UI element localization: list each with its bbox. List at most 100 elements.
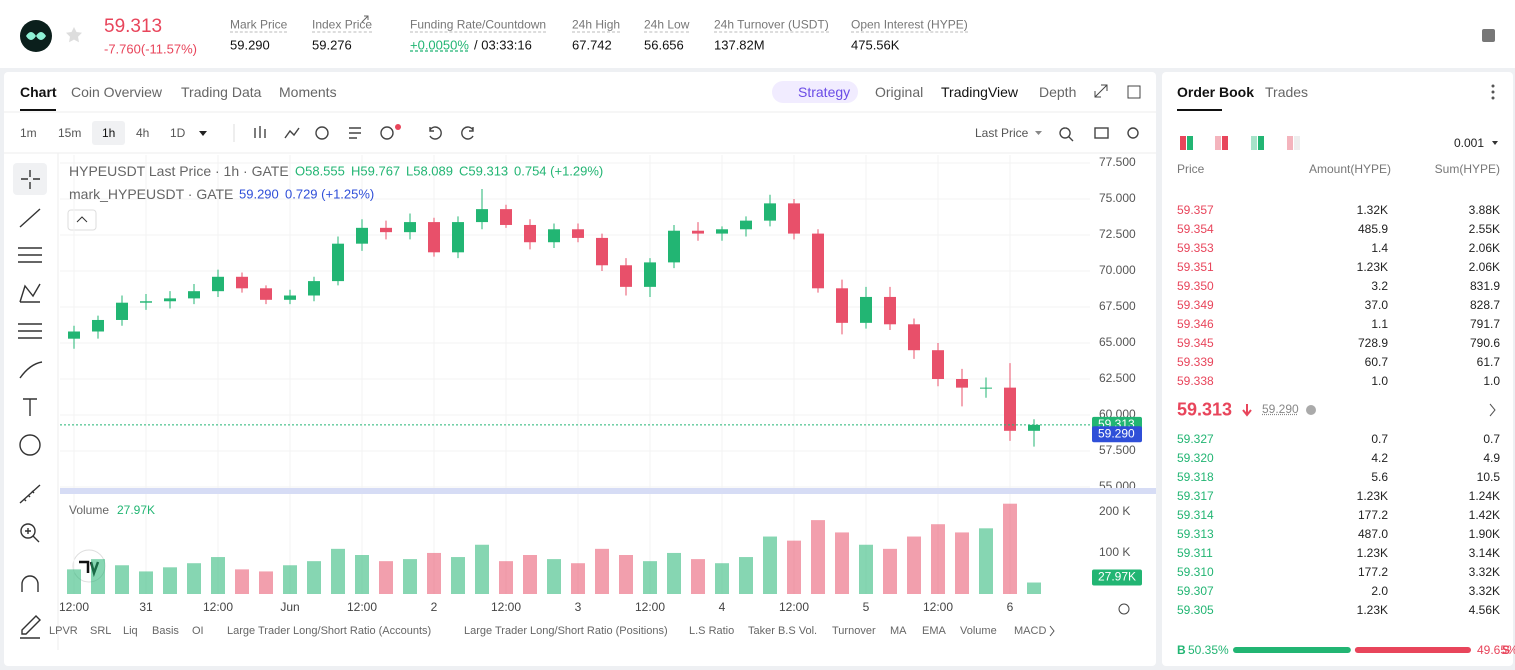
legend-text: O58.555 bbox=[295, 163, 345, 179]
book-price: 59.338 bbox=[1177, 374, 1214, 388]
fullscreen-icon[interactable] bbox=[1094, 84, 1108, 98]
favorite-icon[interactable] bbox=[66, 27, 82, 43]
x-tick-label: 5 bbox=[863, 600, 870, 614]
volume-bar bbox=[883, 548, 897, 594]
interval[interactable]: 15m bbox=[58, 126, 82, 140]
book-sum: 1.90K bbox=[1468, 527, 1500, 541]
volume-bar bbox=[451, 557, 465, 594]
book-price: 59.327 bbox=[1177, 432, 1214, 446]
indicator[interactable]: SRL bbox=[90, 625, 112, 637]
drawing-toolbar[interactable] bbox=[13, 163, 47, 639]
chart-tab[interactable]: Coin Overview bbox=[71, 84, 163, 100]
price-type[interactable]: Last Price bbox=[975, 126, 1029, 140]
volume-bar bbox=[211, 557, 225, 594]
dropdown-arrow[interactable] bbox=[199, 131, 207, 136]
book-sum: 61.7 bbox=[1476, 355, 1500, 369]
interval-highlight bbox=[92, 121, 125, 145]
x-tick-label: 12:00 bbox=[779, 600, 809, 614]
volume-bar bbox=[763, 536, 777, 594]
menu-icon[interactable] bbox=[1482, 29, 1495, 42]
chevron[interactable] bbox=[1049, 625, 1055, 637]
x-tick-label: Jun bbox=[280, 600, 299, 614]
interval[interactable]: 1m bbox=[20, 126, 37, 140]
indicator[interactable]: Volume bbox=[960, 625, 997, 637]
chart-tab[interactable]: Trading Data bbox=[181, 84, 262, 100]
view-tab[interactable]: Original bbox=[875, 84, 924, 100]
chart-tab[interactable]: Chart bbox=[20, 84, 57, 100]
book-amount: 37.0 bbox=[1364, 298, 1388, 312]
book-amount: 4.2 bbox=[1371, 451, 1388, 465]
candle-body bbox=[980, 387, 992, 389]
stat-value: 59.276 bbox=[312, 37, 352, 53]
volume-bar bbox=[163, 567, 177, 594]
volume-bar bbox=[619, 555, 633, 594]
legend-text: 0.754 (+1.29%) bbox=[514, 163, 604, 179]
logo-mark bbox=[26, 32, 46, 40]
chevron[interactable] bbox=[1489, 403, 1496, 417]
interval[interactable]: 4h bbox=[136, 126, 150, 140]
x-tick-label: 3 bbox=[575, 600, 582, 614]
volume-bar bbox=[739, 557, 753, 594]
settings-icon[interactable] bbox=[1118, 603, 1130, 615]
book-sum: 1.0 bbox=[1483, 374, 1500, 388]
book-sum: 10.5 bbox=[1476, 470, 1500, 484]
view-tab[interactable]: Depth bbox=[1039, 84, 1077, 100]
volume-bar bbox=[475, 544, 489, 594]
candle-body bbox=[788, 203, 800, 234]
book-tab[interactable]: Order Book bbox=[1177, 84, 1255, 100]
candle-body bbox=[884, 296, 896, 325]
chart-tab[interactable]: Moments bbox=[279, 84, 337, 100]
volume-tick-label: 200 K bbox=[1099, 504, 1130, 518]
window-icon[interactable] bbox=[1127, 85, 1141, 99]
indicator[interactable]: Liq bbox=[123, 625, 138, 637]
order-book-panel bbox=[1162, 72, 1513, 666]
stat-label: 24h Low bbox=[644, 17, 690, 33]
indicator[interactable]: Basis bbox=[152, 625, 179, 637]
book-price: 59.346 bbox=[1177, 317, 1214, 331]
indicator[interactable]: LPVR bbox=[49, 625, 78, 637]
indicator[interactable]: Turnover bbox=[832, 625, 876, 637]
dropdown-arrow[interactable] bbox=[1035, 131, 1042, 135]
collapse-button[interactable] bbox=[67, 209, 97, 231]
book-price: 59.353 bbox=[1177, 241, 1214, 255]
indicator[interactable]: L.S Ratio bbox=[689, 625, 735, 637]
candle-body bbox=[308, 281, 320, 296]
book-amount: 1.4 bbox=[1371, 241, 1388, 255]
dropdown-arrow[interactable] bbox=[1492, 141, 1498, 145]
volume-bar bbox=[187, 563, 201, 594]
book-sum: 3.88K bbox=[1468, 203, 1500, 217]
chart-tools[interactable] bbox=[254, 126, 1139, 142]
view-tab[interactable]: Strategy bbox=[798, 84, 851, 100]
indicator[interactable]: MACD bbox=[1014, 625, 1047, 637]
volume-bar bbox=[499, 561, 513, 594]
indicator[interactable]: Taker B.S Vol. bbox=[748, 625, 818, 637]
interval[interactable]: 1h bbox=[102, 126, 116, 140]
volume-bar bbox=[1003, 503, 1017, 594]
book-price: 59.314 bbox=[1177, 508, 1214, 522]
book-price: 59.305 bbox=[1177, 603, 1214, 617]
candle-body bbox=[836, 288, 848, 323]
book-price: 59.351 bbox=[1177, 260, 1214, 274]
book-amount: 0.7 bbox=[1371, 432, 1388, 446]
book-tab[interactable]: Trades bbox=[1265, 84, 1309, 100]
view-tab[interactable]: TradingView bbox=[941, 84, 1019, 100]
y-tick-label: 72.500 bbox=[1099, 227, 1136, 241]
more-icon[interactable] bbox=[1491, 84, 1495, 100]
indicator[interactable]: Large Trader Long/Short Ratio (Positions… bbox=[464, 625, 668, 637]
candle-body bbox=[956, 378, 968, 388]
book-layout-icons[interactable] bbox=[1180, 136, 1300, 150]
strategy-pill[interactable] bbox=[772, 81, 858, 103]
indicator[interactable]: EMA bbox=[922, 625, 946, 637]
indicator[interactable]: OI bbox=[192, 625, 204, 637]
book-amount: 1.23K bbox=[1356, 546, 1388, 560]
volume-bar bbox=[115, 565, 129, 594]
precision[interactable]: 0.001 bbox=[1454, 136, 1485, 150]
candle-body bbox=[116, 302, 128, 320]
volume-bar bbox=[955, 532, 969, 594]
volume-bar bbox=[331, 548, 345, 594]
indicator[interactable]: MA bbox=[890, 625, 907, 637]
stat-value: 56.656 bbox=[644, 37, 684, 53]
interval[interactable]: 1D bbox=[170, 126, 186, 140]
indicator[interactable]: Large Trader Long/Short Ratio (Accounts) bbox=[227, 625, 432, 637]
